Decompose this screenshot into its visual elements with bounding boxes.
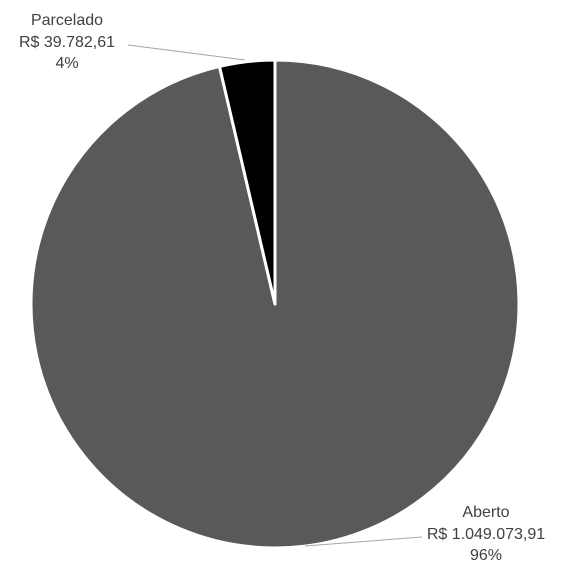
slice-label-parcelado-percent: 4% [55,55,78,72]
data-label-parcelado: Parcelado R$ 39.782,61 4% [19,12,246,72]
slice-label-aberto-name: Aberto [462,504,509,521]
pie-slice-parcelado [217,58,277,306]
slice-label-aberto-value: R$ 1.049.073,91 [427,526,545,543]
slice-label-parcelado-value: R$ 39.782,61 [19,34,115,51]
leader-line-parcelado [127,44,246,61]
slice-label-parcelado-name: Parcelado [31,12,103,29]
slice-label-aberto-percent: 96% [470,547,502,563]
pie-slices [29,58,521,550]
leader-line-aberto [304,536,423,547]
data-label-aberto: Aberto R$ 1.049.073,91 96% [304,504,545,563]
